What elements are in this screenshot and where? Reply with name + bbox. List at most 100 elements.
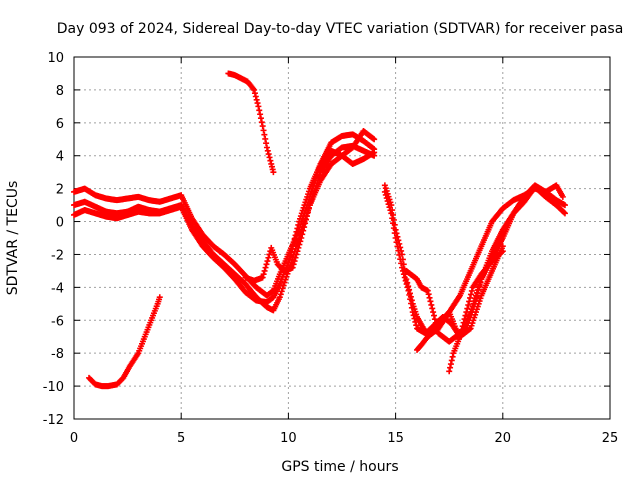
data-point: [371, 149, 378, 156]
data-point: [293, 251, 300, 258]
data-point: [270, 169, 277, 176]
data-point: [267, 157, 274, 164]
x-tick-label: 15: [387, 431, 404, 446]
data-point: [561, 209, 568, 216]
data-point: [397, 256, 404, 263]
data-point: [381, 188, 388, 195]
data-point: [406, 291, 413, 298]
data-point: [467, 294, 474, 301]
data-point: [292, 232, 299, 239]
data-point: [396, 251, 403, 258]
data-point: [250, 85, 257, 92]
data-point: [395, 247, 402, 254]
data-point: [475, 286, 482, 293]
data-point: [255, 103, 262, 110]
data-point: [291, 235, 298, 242]
data-point: [293, 228, 300, 235]
data-point: [424, 287, 431, 294]
data-point: [431, 316, 438, 323]
data-point: [298, 235, 305, 241]
data-point: [256, 107, 263, 114]
data-point: [411, 315, 418, 322]
data-point: [289, 264, 296, 271]
data-point: [464, 305, 471, 312]
data-point: [466, 298, 473, 305]
data-point: [400, 271, 407, 278]
series-track-j: [414, 243, 506, 353]
data-point: [388, 210, 395, 217]
data-point: [261, 131, 268, 138]
data-point: [286, 256, 293, 263]
data-point: [260, 127, 267, 134]
y-tick-label: 10: [47, 51, 64, 66]
x-tick-label: 20: [495, 431, 512, 446]
y-tick-label: -2: [51, 248, 64, 263]
data-point: [431, 312, 438, 319]
data-point: [390, 220, 397, 227]
data-point: [299, 231, 306, 238]
data-point: [408, 304, 415, 311]
data-point: [399, 264, 406, 271]
series-track-d: [86, 294, 163, 390]
data-point: [408, 300, 415, 307]
data-point: [277, 291, 284, 298]
data-point: [404, 284, 411, 291]
data-point: [426, 294, 433, 301]
data-point: [461, 316, 468, 323]
y-axis-title: SDTVAR / TECUs: [5, 181, 21, 296]
data-point: [288, 249, 295, 256]
data-point: [457, 330, 464, 337]
data-point: [303, 213, 310, 220]
y-tick-label: 0: [56, 216, 64, 231]
series-track-c: [71, 147, 378, 306]
data-point: [401, 274, 408, 281]
data-point: [300, 227, 307, 234]
series-track-f: [242, 128, 378, 284]
data-point: [383, 195, 390, 202]
data-point: [387, 207, 394, 214]
data-point: [456, 333, 463, 340]
data-point: [287, 252, 294, 259]
data-point: [254, 100, 261, 107]
data-point: [561, 202, 568, 209]
grid-lines: [74, 57, 610, 419]
data-point: [252, 93, 259, 100]
data-point: [447, 361, 454, 368]
y-tick-label: -10: [43, 380, 64, 395]
tick-labels: 0 5 10 15 20 25 -12 -10 -8 -6 -4 -2 0 2 4 6 8 10: [43, 51, 619, 446]
data-point: [265, 254, 272, 261]
data-point: [405, 287, 412, 294]
y-tick-label: 4: [56, 150, 64, 165]
data-point: [382, 185, 389, 192]
data-point: [413, 322, 420, 329]
data-point: [402, 277, 409, 284]
data-point: [251, 86, 258, 93]
data-point: [260, 271, 267, 278]
data-point: [295, 221, 302, 228]
y-tick-label: 8: [56, 84, 64, 99]
data-point: [304, 209, 311, 216]
data-point: [499, 248, 506, 255]
data-point: [561, 210, 568, 217]
data-point: [430, 309, 437, 316]
data-point: [276, 294, 283, 301]
axis-ticks: [73, 56, 611, 420]
data-point: [407, 296, 414, 303]
data-point: [251, 90, 258, 97]
x-tick-label: 10: [280, 431, 297, 446]
data-point: [296, 241, 303, 248]
data-point: [281, 279, 288, 286]
data-point: [410, 312, 417, 319]
y-tick-label: 2: [56, 183, 64, 198]
data-point: [253, 96, 260, 103]
data-point: [448, 357, 455, 364]
data-point: [257, 115, 264, 122]
y-tick-label: -6: [51, 314, 64, 329]
data-point: [263, 144, 270, 151]
x-tick-label: 25: [602, 431, 619, 446]
x-axis-title: GPS time / hours: [281, 459, 398, 475]
series-track-k: [446, 248, 506, 375]
y-tick-label: -4: [51, 281, 64, 296]
data-point: [285, 259, 292, 266]
